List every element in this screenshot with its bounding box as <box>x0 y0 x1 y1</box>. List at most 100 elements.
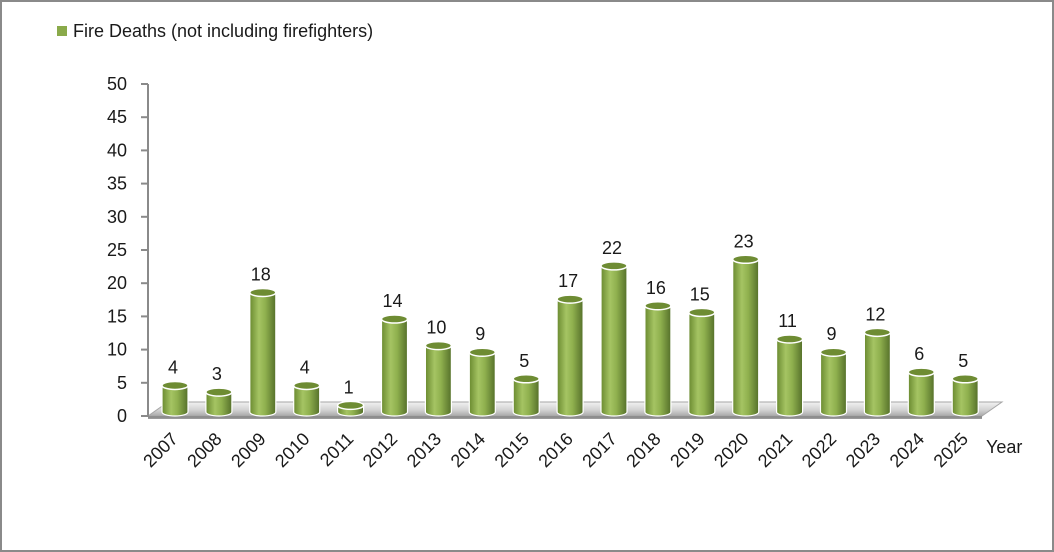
data-label: 17 <box>558 271 578 291</box>
bar-body <box>161 384 189 417</box>
y-axis <box>141 83 982 418</box>
x-tick-label: 2011 <box>316 429 358 471</box>
x-tick-label: 2025 <box>930 429 972 471</box>
bar-2010 <box>292 380 321 417</box>
x-tick-label: 2015 <box>491 429 533 471</box>
data-label: 15 <box>690 284 710 304</box>
data-label: 9 <box>475 324 485 344</box>
bar-2012 <box>380 314 409 417</box>
bar-2014 <box>468 347 497 417</box>
bar-body <box>776 338 804 417</box>
x-tick-label: 2013 <box>403 429 445 471</box>
bar-2011 <box>336 400 365 417</box>
bar-body <box>424 345 452 417</box>
bar-body <box>556 298 584 417</box>
bar-top <box>731 254 760 265</box>
bar-2019 <box>688 307 716 417</box>
bar-top <box>336 400 365 411</box>
x-tick-label: 2022 <box>798 429 840 471</box>
bar-body <box>512 378 540 417</box>
data-label: 6 <box>914 344 924 364</box>
bar-2007 <box>161 380 189 417</box>
bar-2024 <box>907 367 936 417</box>
data-label: 11 <box>778 311 797 331</box>
x-tick-label: 2017 <box>578 429 620 471</box>
data-label: 5 <box>519 351 529 371</box>
bar-2021 <box>775 334 804 417</box>
bar-body <box>732 258 760 417</box>
data-label: 18 <box>251 264 271 284</box>
y-tick-label: 15 <box>107 306 127 326</box>
bar-body <box>468 351 496 417</box>
bar-2016 <box>556 294 584 417</box>
bar-2017 <box>600 261 628 417</box>
data-label: 14 <box>382 291 402 311</box>
y-tick-label: 20 <box>107 273 127 293</box>
data-labels: 4 3 18 4 1 14 10 9 5 17 22 16 15 23 11 9 12 6 5 <box>168 231 968 397</box>
bar-body <box>863 331 891 417</box>
y-tick-label: 40 <box>107 140 127 160</box>
bar-body <box>951 378 979 417</box>
y-tick-label: 30 <box>107 207 127 227</box>
bar-top <box>907 367 936 377</box>
bar-2013 <box>424 340 453 417</box>
bar-top <box>424 340 453 351</box>
bar-body <box>205 391 233 417</box>
bar-2022 <box>819 347 848 417</box>
data-label: 22 <box>602 238 622 258</box>
y-tick-label: 5 <box>117 373 127 393</box>
y-tick-label: 45 <box>107 107 127 127</box>
x-tick-label: 2020 <box>710 429 752 471</box>
bar-top <box>556 294 584 304</box>
y-tick-label: 25 <box>107 240 127 260</box>
x-tick-label: 2019 <box>666 429 708 471</box>
data-label: 4 <box>300 357 310 377</box>
data-label: 3 <box>212 364 222 384</box>
x-tick-label: 2010 <box>271 429 313 471</box>
x-tick-label: 2007 <box>139 429 181 471</box>
bar-body <box>688 311 716 417</box>
data-label: 5 <box>958 351 968 371</box>
x-axis-title: Year <box>986 437 1022 457</box>
legend-label: Fire Deaths (not including firefighters) <box>73 21 373 41</box>
bar-2020 <box>731 254 760 417</box>
y-tick-labels: 0 5 10 15 20 25 30 35 40 45 50 <box>107 74 127 426</box>
bar-2008 <box>205 387 233 417</box>
data-label: 9 <box>826 324 836 344</box>
bar-top <box>205 387 233 397</box>
bar-top <box>863 327 892 338</box>
bar-body <box>819 351 848 417</box>
bar-top <box>512 374 540 384</box>
bar-2023 <box>863 327 892 417</box>
x-tick-label: 2009 <box>227 429 269 471</box>
bars <box>161 254 979 417</box>
bar-top <box>292 380 321 391</box>
data-label: 12 <box>865 304 885 324</box>
bar-top <box>161 380 189 391</box>
bar-top <box>775 334 804 344</box>
bar-top <box>819 347 848 357</box>
bar-top <box>468 347 497 357</box>
x-tick-label: 2012 <box>359 429 401 471</box>
bar-body <box>249 291 277 417</box>
data-label: 10 <box>426 318 446 338</box>
x-tick-label: 2008 <box>183 429 225 471</box>
y-tick-label: 10 <box>107 340 127 360</box>
bar-2009 <box>249 287 277 417</box>
bar-body <box>907 371 935 417</box>
bar-body <box>293 384 321 417</box>
x-tick-label: 2021 <box>754 429 796 471</box>
legend-swatch <box>57 26 67 36</box>
x-tick-label: 2014 <box>447 429 489 471</box>
bar-top <box>249 287 277 298</box>
x-tick-label: 2023 <box>842 429 884 471</box>
bar-top <box>688 307 716 318</box>
bar-top <box>600 261 628 271</box>
bar-body <box>600 265 628 417</box>
x-tick-label: 2024 <box>886 429 928 471</box>
bar-2025 <box>951 374 979 417</box>
data-label: 1 <box>344 377 354 397</box>
y-tick-label: 50 <box>107 74 127 94</box>
data-label: 23 <box>734 231 754 251</box>
